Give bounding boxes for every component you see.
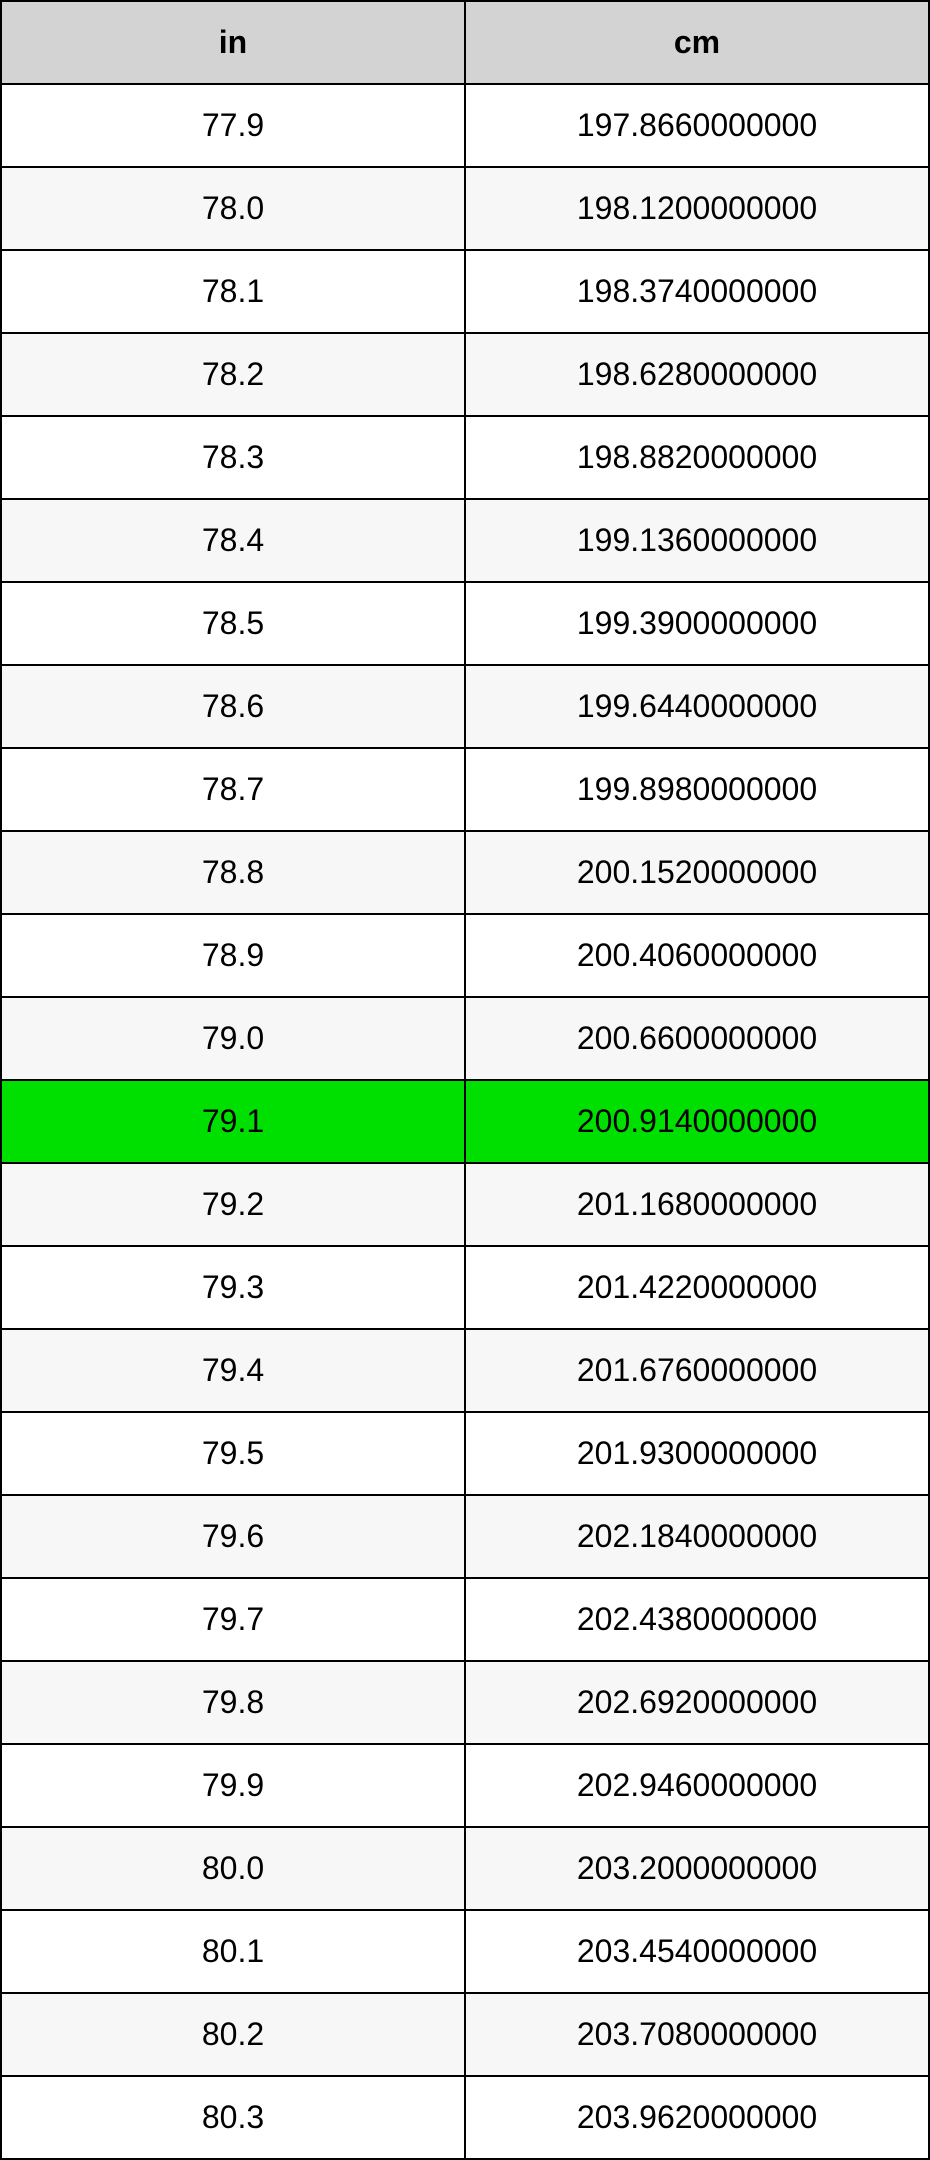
cell-in: 78.3 (1, 416, 465, 499)
header-row: in cm (1, 1, 929, 84)
table-row: 79.8202.6920000000 (1, 1661, 929, 1744)
cell-in: 80.1 (1, 1910, 465, 1993)
conversion-table: in cm 77.9197.866000000078.0198.12000000… (0, 0, 930, 2160)
cell-in: 80.0 (1, 1827, 465, 1910)
cell-cm: 198.1200000000 (465, 167, 929, 250)
table-row: 79.6202.1840000000 (1, 1495, 929, 1578)
cell-in: 78.1 (1, 250, 465, 333)
cell-cm: 203.7080000000 (465, 1993, 929, 2076)
table-row: 78.0198.1200000000 (1, 167, 929, 250)
cell-cm: 202.4380000000 (465, 1578, 929, 1661)
table-row: 79.3201.4220000000 (1, 1246, 929, 1329)
cell-in: 79.8 (1, 1661, 465, 1744)
cell-in: 79.6 (1, 1495, 465, 1578)
table-row: 77.9197.8660000000 (1, 84, 929, 167)
cell-cm: 198.6280000000 (465, 333, 929, 416)
cell-in: 77.9 (1, 84, 465, 167)
cell-cm: 200.6600000000 (465, 997, 929, 1080)
cell-in: 79.9 (1, 1744, 465, 1827)
cell-in: 80.2 (1, 1993, 465, 2076)
table-row: 80.2203.7080000000 (1, 1993, 929, 2076)
cell-cm: 203.9620000000 (465, 2076, 929, 2159)
cell-cm: 199.8980000000 (465, 748, 929, 831)
cell-in: 79.1 (1, 1080, 465, 1163)
table-row: 78.1198.3740000000 (1, 250, 929, 333)
cell-in: 78.6 (1, 665, 465, 748)
cell-in: 78.4 (1, 499, 465, 582)
cell-cm: 199.3900000000 (465, 582, 929, 665)
table-row: 80.1203.4540000000 (1, 1910, 929, 1993)
header-in: in (1, 1, 465, 84)
cell-cm: 197.8660000000 (465, 84, 929, 167)
table-row: 79.5201.9300000000 (1, 1412, 929, 1495)
table-row: 78.9200.4060000000 (1, 914, 929, 997)
cell-in: 78.9 (1, 914, 465, 997)
cell-cm: 202.9460000000 (465, 1744, 929, 1827)
cell-in: 79.7 (1, 1578, 465, 1661)
table-row: 79.0200.6600000000 (1, 997, 929, 1080)
table-row: 78.6199.6440000000 (1, 665, 929, 748)
cell-in: 78.2 (1, 333, 465, 416)
cell-in: 78.0 (1, 167, 465, 250)
cell-cm: 201.9300000000 (465, 1412, 929, 1495)
table-row: 78.8200.1520000000 (1, 831, 929, 914)
cell-in: 79.3 (1, 1246, 465, 1329)
table-row: 79.7202.4380000000 (1, 1578, 929, 1661)
cell-cm: 201.6760000000 (465, 1329, 929, 1412)
table-row: 80.0203.2000000000 (1, 1827, 929, 1910)
cell-cm: 200.9140000000 (465, 1080, 929, 1163)
cell-in: 78.8 (1, 831, 465, 914)
cell-in: 78.5 (1, 582, 465, 665)
cell-cm: 198.8820000000 (465, 416, 929, 499)
cell-in: 79.4 (1, 1329, 465, 1412)
cell-cm: 200.4060000000 (465, 914, 929, 997)
table-row: 78.3198.8820000000 (1, 416, 929, 499)
table-row: 78.7199.8980000000 (1, 748, 929, 831)
cell-cm: 202.6920000000 (465, 1661, 929, 1744)
table-row: 79.2201.1680000000 (1, 1163, 929, 1246)
table-row: 78.2198.6280000000 (1, 333, 929, 416)
cell-in: 79.0 (1, 997, 465, 1080)
cell-cm: 199.1360000000 (465, 499, 929, 582)
table-body: 77.9197.866000000078.0198.120000000078.1… (1, 84, 929, 2159)
cell-in: 79.2 (1, 1163, 465, 1246)
table-row: 79.1200.9140000000 (1, 1080, 929, 1163)
cell-in: 80.3 (1, 2076, 465, 2159)
cell-cm: 200.1520000000 (465, 831, 929, 914)
cell-cm: 203.2000000000 (465, 1827, 929, 1910)
table-header: in cm (1, 1, 929, 84)
table-row: 78.5199.3900000000 (1, 582, 929, 665)
table-row: 79.9202.9460000000 (1, 1744, 929, 1827)
cell-cm: 198.3740000000 (465, 250, 929, 333)
cell-cm: 203.4540000000 (465, 1910, 929, 1993)
cell-cm: 199.6440000000 (465, 665, 929, 748)
cell-in: 78.7 (1, 748, 465, 831)
conversion-table-container: in cm 77.9197.866000000078.0198.12000000… (0, 0, 930, 2160)
cell-in: 79.5 (1, 1412, 465, 1495)
cell-cm: 201.4220000000 (465, 1246, 929, 1329)
table-row: 78.4199.1360000000 (1, 499, 929, 582)
table-row: 80.3203.9620000000 (1, 2076, 929, 2159)
header-cm: cm (465, 1, 929, 84)
cell-cm: 201.1680000000 (465, 1163, 929, 1246)
cell-cm: 202.1840000000 (465, 1495, 929, 1578)
table-row: 79.4201.6760000000 (1, 1329, 929, 1412)
